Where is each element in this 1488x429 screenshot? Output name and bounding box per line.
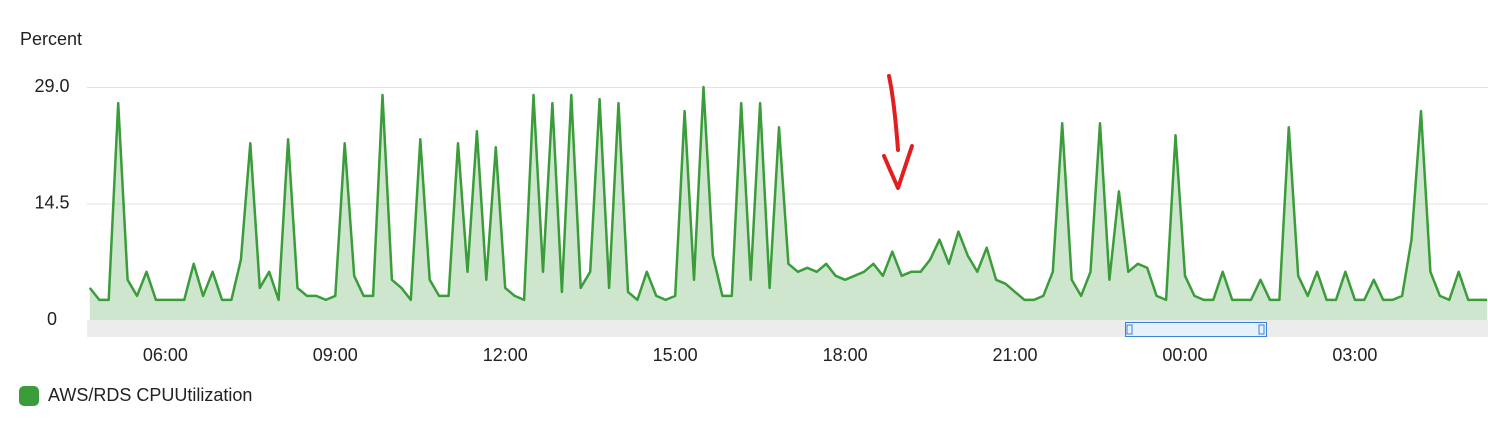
x-tick-label: 12:00 (483, 345, 528, 365)
x-tick-label: 15:00 (653, 345, 698, 365)
line (88, 85, 1488, 302)
scroll-handle[interactable] (1258, 324, 1265, 335)
x-tick-label: 21:00 (992, 345, 1037, 365)
legend-swatch (19, 386, 39, 406)
x-tick-label: 09:00 (313, 345, 358, 365)
y-tick-label: 14.5 (34, 192, 69, 212)
y-axis-label: Percent (20, 29, 82, 49)
x-tick-label: 18:00 (823, 345, 868, 365)
annotation-arrow (882, 74, 914, 190)
x-tick-label: 00:00 (1162, 345, 1207, 365)
legend-label: AWS/RDS CPUUtilization (48, 385, 252, 405)
y-tick-label: 29.0 (34, 76, 69, 96)
x-tick-label: 06:00 (143, 345, 188, 365)
legend: AWS/RDS CPUUtilization (19, 385, 252, 406)
scrollbar-track[interactable] (87, 320, 1488, 337)
scroll-handle[interactable] (1126, 324, 1133, 335)
scrollbar-thumb[interactable] (1125, 322, 1267, 337)
x-tick-label: 03:00 (1332, 345, 1377, 365)
area-fill (89, 87, 1488, 320)
y-tick-label: 0 (47, 309, 57, 329)
